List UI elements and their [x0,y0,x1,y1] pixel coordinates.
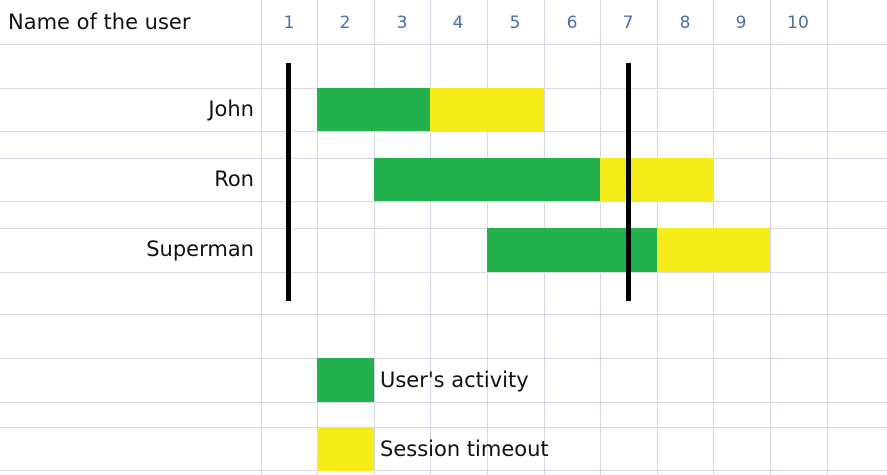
user-label: Superman [146,237,254,261]
legend-label-timeout: Session timeout [380,437,549,461]
user-label: Ron [214,167,254,191]
legend-swatch-activity [317,358,374,402]
grid-hline [0,131,887,132]
x-tick-label: 9 [735,13,747,33]
x-tick-label: 5 [509,13,521,33]
activity-bar [487,228,657,272]
grid-hline [0,272,887,273]
time-marker-line [286,63,291,301]
grid-hline [0,402,887,403]
x-tick-label: 4 [452,13,464,33]
activity-bar [374,158,600,201]
grid-hline [0,201,887,202]
x-tick-label: 3 [396,13,408,33]
timeout-bar [657,228,770,272]
header-label: Name of the user [8,10,191,34]
x-tick-label: 8 [679,13,691,33]
grid-vline [770,0,771,475]
grid-hline [0,470,887,471]
activity-bar [317,88,430,131]
grid-hline [0,44,887,45]
legend-label-activity: User's activity [380,368,529,392]
grid-hline [0,427,887,428]
grid-vline [430,0,431,475]
x-tick-label: 6 [566,13,578,33]
grid-vline [827,0,828,475]
x-tick-label: 1 [283,13,295,33]
time-marker-line [625,63,631,301]
user-label: John [208,97,254,121]
grid-vline [374,0,375,475]
legend-swatch-timeout [317,427,374,471]
grid-vline [317,0,318,475]
grid-hline [0,228,887,229]
x-tick-label: 7 [622,13,634,33]
grid-hline [0,358,887,359]
x-tick-label: 2 [339,13,351,33]
grid-vline [261,0,262,475]
x-tick-label: 10 [787,13,809,33]
grid-hline [0,314,887,315]
timeout-bar [600,158,713,201]
timeout-bar [430,88,544,131]
